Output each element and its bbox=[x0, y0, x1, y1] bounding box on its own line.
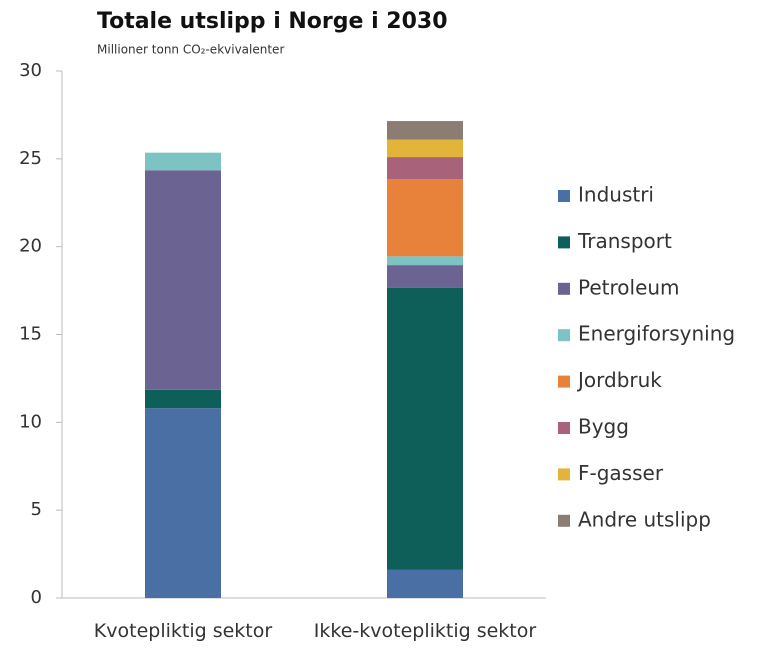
y-tick-label: 25 bbox=[19, 148, 42, 169]
legend-swatch bbox=[558, 514, 570, 527]
bar-segment bbox=[387, 287, 463, 570]
y-tick-label: 15 bbox=[19, 324, 42, 345]
legend-label: Andre utslipp bbox=[578, 507, 711, 531]
legend-label: Energiforsyning bbox=[578, 322, 735, 346]
bar-segment bbox=[387, 121, 463, 140]
legend-label: Petroleum bbox=[578, 275, 680, 299]
bar-segment bbox=[387, 256, 463, 266]
bar-segment bbox=[145, 170, 221, 390]
bar-segment bbox=[387, 179, 463, 257]
chart-subtitle: Millioner tonn CO₂-ekvivalenter bbox=[97, 43, 284, 57]
legend-label: F-gasser bbox=[578, 461, 664, 485]
x-tick-label: Ikke-kvotepliktig sektor bbox=[313, 620, 537, 642]
y-tick-label: 5 bbox=[31, 499, 42, 520]
bar-segment bbox=[145, 408, 221, 598]
bar-segment bbox=[145, 389, 221, 409]
legend-label: Bygg bbox=[578, 415, 629, 439]
y-tick-label: 20 bbox=[19, 236, 42, 257]
legend-swatch bbox=[558, 422, 570, 434]
legend-label: Industri bbox=[578, 183, 654, 207]
bar-segment bbox=[145, 152, 221, 171]
y-tick-label: 30 bbox=[19, 60, 42, 81]
bar-segment bbox=[387, 569, 463, 598]
bar-segment bbox=[387, 157, 463, 180]
y-tick-label: 0 bbox=[31, 587, 42, 608]
legend-label: Jordbruk bbox=[576, 368, 662, 392]
legend-swatch bbox=[558, 468, 570, 481]
x-tick-label: Kvotepliktig sektor bbox=[93, 620, 273, 642]
legend-label: Transport bbox=[577, 229, 672, 253]
legend-swatch bbox=[558, 190, 570, 202]
chart-title: Totale utslipp i Norge i 2030 bbox=[97, 9, 448, 34]
legend-swatch bbox=[558, 282, 570, 295]
legend-swatch bbox=[558, 375, 570, 388]
bar-segment bbox=[387, 139, 463, 158]
bar-segment bbox=[387, 265, 463, 288]
legend-swatch bbox=[558, 329, 570, 342]
y-tick-label: 10 bbox=[19, 411, 42, 432]
legend-swatch bbox=[558, 236, 570, 249]
